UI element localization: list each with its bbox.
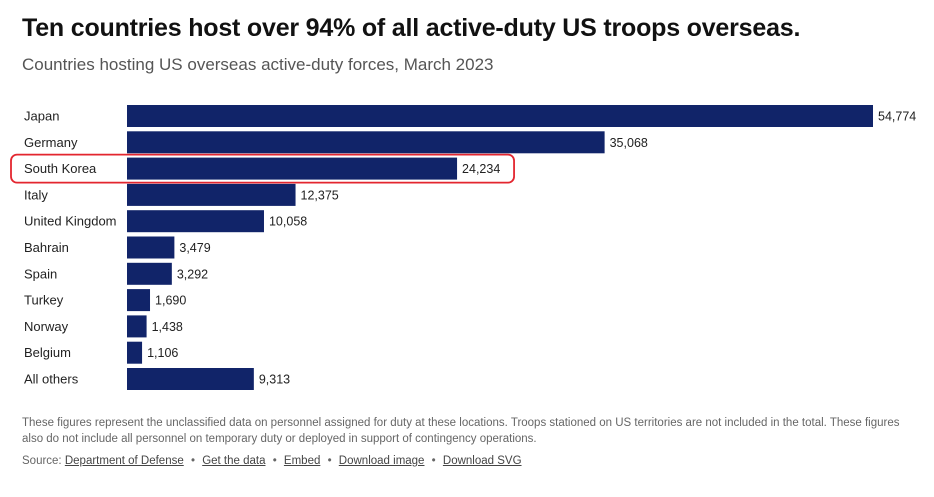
category-label-japan: Japan [24, 109, 59, 124]
chart-subtitle: Countries hosting US overseas active-dut… [22, 55, 494, 74]
source-link-department-of-defense[interactable]: Department of Defense [64, 455, 184, 467]
category-label-germany: Germany [24, 135, 78, 150]
bar-japan[interactable] [127, 105, 873, 127]
embed-link[interactable]: Embed [283, 455, 321, 467]
value-label-bahrain: 3,479 [179, 241, 210, 255]
bar-spain[interactable] [127, 262, 172, 285]
value-label-japan: 54,774 [878, 110, 916, 124]
value-label-south-korea: 24,234 [462, 162, 500, 176]
value-label-norway: 1,438 [152, 320, 183, 334]
value-label-united-kingdom: 10,058 [269, 215, 307, 229]
category-label-south-korea: South Korea [24, 161, 97, 176]
bar-chart: Japan 54,774 Germany 35,068 South Korea 24,23… [10, 105, 916, 390]
chart-title: Ten countries host over 94% of all activ… [22, 14, 801, 42]
bar-all-others[interactable] [127, 368, 254, 390]
chart-notes: These figures represent the unclassified… [22, 417, 900, 445]
value-label-spain: 3,292 [177, 267, 208, 281]
bar-united-kingdom[interactable] [127, 210, 264, 233]
category-label-turkey: Turkey [24, 293, 64, 308]
bar-bahrain[interactable] [127, 236, 175, 259]
value-label-turkey: 1,690 [155, 294, 186, 308]
category-label-spain: Spain [24, 266, 57, 281]
value-label-belgium: 1,106 [147, 346, 178, 360]
bar-germany[interactable] [127, 131, 605, 154]
category-label-bahrain: Bahrain [24, 240, 69, 255]
separator: • [431, 455, 436, 467]
value-label-italy: 12,375 [301, 188, 339, 202]
category-label-norway: Norway [24, 319, 69, 334]
bar-belgium[interactable] [127, 341, 143, 364]
category-label-belgium: Belgium [24, 345, 71, 360]
source-label: Source: [22, 455, 62, 467]
separator: • [272, 455, 277, 467]
category-label-united-kingdom: United Kingdom [24, 214, 117, 229]
highlight-box-south-korea [10, 153, 515, 184]
download-svg-link[interactable]: Download SVG [442, 455, 522, 467]
bar-italy[interactable] [127, 183, 296, 206]
category-label-italy: Italy [24, 187, 48, 202]
download-image-link[interactable]: Download image [338, 455, 425, 467]
bar-turkey[interactable] [127, 289, 151, 312]
get-the-data-link[interactable]: Get the data [202, 455, 266, 467]
value-label-germany: 35,068 [610, 136, 648, 150]
value-label-all-others: 9,313 [259, 373, 290, 387]
source-line: Source: Department of Defense • Get the … [22, 455, 522, 467]
separator: • [190, 455, 195, 467]
bar-norway[interactable] [127, 315, 147, 338]
bar-south-korea[interactable] [127, 157, 458, 180]
separator: • [327, 455, 332, 467]
category-label-all-others: All others [24, 372, 79, 387]
